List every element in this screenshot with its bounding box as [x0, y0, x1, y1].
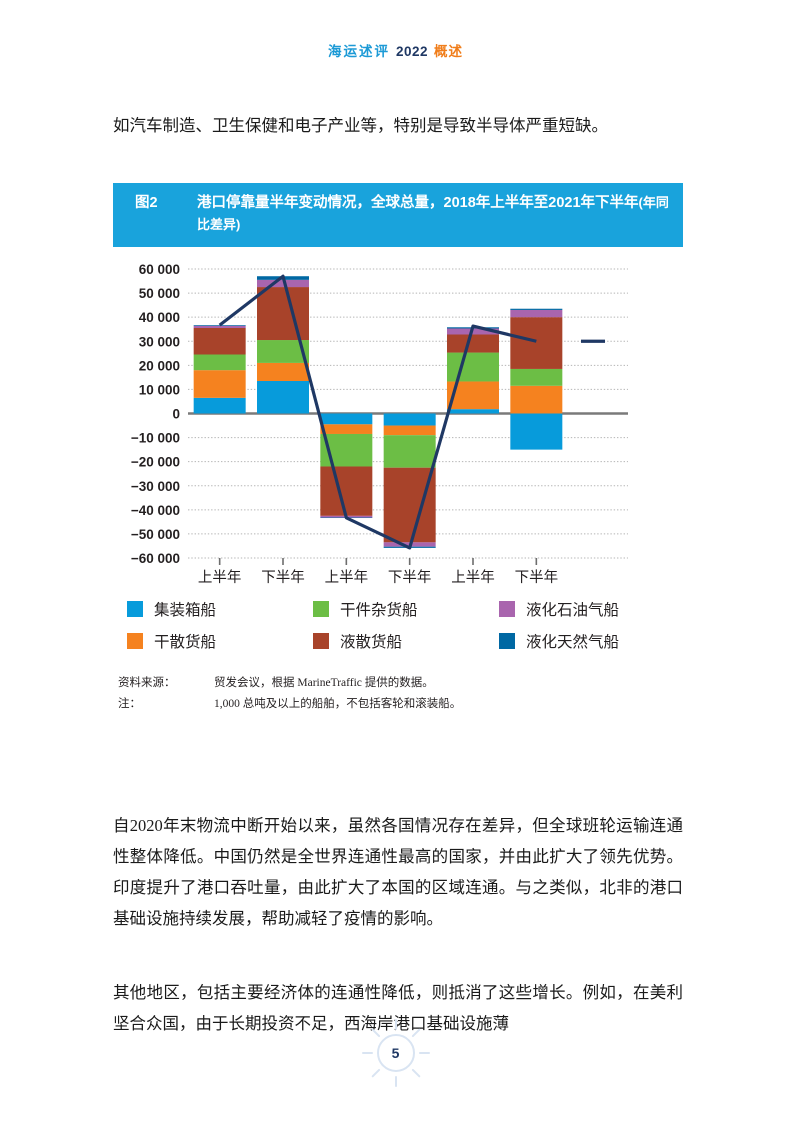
- y-axis-tick-label: −50 000: [131, 527, 180, 542]
- bar-segment: [193, 370, 246, 398]
- bar-segment: [383, 435, 436, 468]
- bar-segment: [510, 385, 563, 414]
- line-series-all-ships: [218, 274, 537, 550]
- y-axis-tick-label: −40 000: [131, 503, 180, 518]
- body-paragraph-second: 自2020年末物流中断开始以来，虽然各国情况存在差异，但全球班轮运输连通性整体降…: [113, 815, 683, 928]
- y-axis-tick-label: −10 000: [131, 431, 180, 446]
- bar-segment: [320, 413, 373, 425]
- x-axis-category-label: 上半年: [325, 569, 369, 586]
- legend-item: 集装箱船: [127, 598, 313, 620]
- legend-label: 液化石油气船: [526, 602, 620, 619]
- running-head-year: 2022: [395, 44, 429, 59]
- y-axis-tick-label: 0: [172, 407, 180, 422]
- figure-source-label: 资料来源：: [118, 677, 176, 689]
- bar-segment: [257, 287, 309, 341]
- figure-source-row: 资料来源： 贸发会议，根据 MarineTraffic 提供的数据。: [118, 673, 683, 694]
- figure-caption-sub: (年同比差异): [197, 195, 669, 232]
- figure-notes: 资料来源： 贸发会议，根据 MarineTraffic 提供的数据。 注： 1,…: [118, 673, 683, 715]
- y-axis-tick-label: −60 000: [131, 551, 180, 566]
- bar-segment: [193, 325, 246, 329]
- y-axis-tick-label: 20 000: [139, 358, 180, 373]
- bar-segment: [510, 317, 563, 369]
- legend-label: 干散货船: [154, 634, 217, 651]
- stacked-bar-chart: 60 000 50 000 40 000 30 000 20 000 10 000 0 −10…: [131, 262, 628, 586]
- x-axis-category-label: 上半年: [198, 569, 242, 586]
- bar-segment: [510, 413, 563, 450]
- figure-caption-main: 港口停靠量半年变动情况，全球总量，2018年上半年至2021年下半年: [197, 195, 639, 211]
- x-axis-category-label: 下半年: [388, 569, 432, 586]
- bar-segment: [193, 325, 246, 326]
- bar-segment: [320, 424, 373, 434]
- bar-segment: [193, 397, 246, 414]
- chart-legend: 集装箱船 干件杂货船 液化石油气船干散货船 液散货船 液化天然气船: [127, 593, 683, 657]
- legend-swatch: [313, 601, 329, 617]
- bar-segment: [510, 368, 563, 386]
- legend-swatch: [127, 601, 143, 617]
- bar-segment: [447, 352, 499, 382]
- y-axis-tick-label: 50 000: [139, 286, 180, 301]
- legend-label: 集装箱船: [154, 602, 217, 619]
- bar-segment: [257, 380, 309, 414]
- x-axis-category-label: 下半年: [261, 569, 305, 586]
- page-number: 5: [391, 1045, 400, 1061]
- legend-item: 液化天然气船: [499, 630, 683, 652]
- bar-segment: [257, 279, 309, 288]
- bar-segment: [193, 328, 246, 355]
- legend-item: 干散货船: [127, 630, 313, 652]
- legend-swatch: [499, 601, 515, 617]
- figure-number: 图2: [135, 195, 158, 211]
- bar-segment: [447, 334, 499, 353]
- sun-rays-icon: [361, 1019, 430, 1087]
- bar-segment: [383, 425, 436, 436]
- bar-segment: [447, 409, 499, 414]
- figure-source-value: 贸发会议，根据 MarineTraffic 提供的数据。: [214, 677, 434, 689]
- bar-segment: [257, 340, 309, 363]
- y-axis-tick-label: 60 000: [139, 262, 180, 277]
- x-axis-category-label: 下半年: [515, 569, 559, 586]
- chart-plot-area: 60 000 50 000 40 000 30 000 20 000 10 000 0 −10…: [113, 257, 683, 587]
- figure-note-row: 注： 1,000 总吨及以上的船舶，不包括客轮和滚装船。: [118, 694, 683, 715]
- y-axis-tick-label: 10 000: [139, 382, 180, 397]
- legend-item: 液散货船: [313, 630, 499, 652]
- y-axis-tick-label: 40 000: [139, 310, 180, 325]
- figure-caption: 港口停靠量半年变动情况，全球总量，2018年上半年至2021年下半年(年同比差异…: [197, 192, 669, 236]
- x-axis-category-label: 上半年: [451, 569, 495, 586]
- legend-swatch: [313, 633, 329, 649]
- running-head-title: 海运述评: [327, 44, 390, 59]
- y-axis-tick-label: −30 000: [131, 479, 180, 494]
- figure-note-label: 注：: [118, 698, 141, 710]
- body-paragraph-third: 其他地区，包括主要经济体的连通性降低，则抵消了这些增长。例如，在美利坚合众国，由…: [113, 982, 683, 1033]
- figure-note-value: 1,000 总吨及以上的船舶，不包括客轮和滚装船。: [214, 698, 462, 710]
- running-head: 海运述评 2022 概述: [0, 40, 791, 60]
- legend-label: 液散货船: [340, 634, 403, 651]
- page-number-badge: 5: [359, 1016, 433, 1090]
- legend-item: 液化石油气船: [499, 598, 683, 620]
- legend-label: 干件杂货船: [340, 602, 418, 619]
- bar-segment: [383, 413, 436, 426]
- legend-label: 液化天然气船: [526, 634, 620, 651]
- body-paragraph-top: 如汽车制造、卫生保健和电子产业等，特别是导致半导体严重短缺。: [113, 115, 608, 135]
- y-axis-tick-label: −20 000: [131, 455, 180, 470]
- page-footer: 5: [0, 1016, 791, 1090]
- bar-segment: [320, 466, 373, 516]
- running-head-section: 概述: [434, 44, 464, 59]
- legend-swatch: [127, 633, 143, 649]
- legend-item: 干件杂货船: [313, 598, 499, 620]
- bar-segment: [193, 354, 246, 371]
- figure-title-bar: 图2 港口停靠量半年变动情况，全球总量，2018年上半年至2021年下半年(年同…: [113, 183, 683, 247]
- bar-segment: [257, 362, 309, 381]
- bar-segment: [510, 309, 563, 318]
- bar-segment: [510, 308, 563, 310]
- bar-segment: [383, 467, 436, 543]
- y-axis-tick-label: 30 000: [139, 334, 180, 349]
- figure-2: 图2 港口停靠量半年变动情况，全球总量，2018年上半年至2021年下半年(年同…: [113, 183, 683, 715]
- legend-swatch: [499, 633, 515, 649]
